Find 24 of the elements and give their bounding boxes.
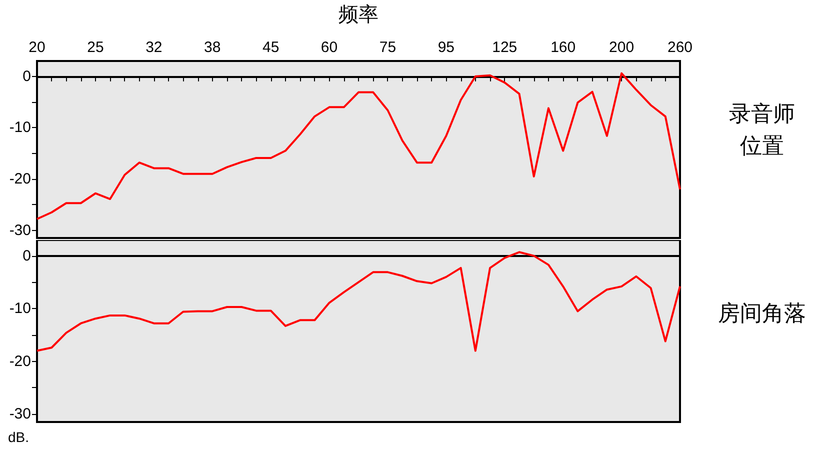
series-label: 房间角落: [718, 300, 806, 326]
y-tick-label: -30: [9, 406, 31, 423]
y-tick-label: -10: [9, 119, 31, 136]
text: dB.: [8, 429, 30, 445]
x-tick-label: 125: [492, 39, 518, 56]
x-tick-label: 20: [28, 39, 46, 56]
x-tick-label: 60: [320, 39, 338, 56]
y-tick-label: 0: [22, 68, 31, 85]
x-axis-title: 频率: [338, 4, 378, 26]
x-tick-label: 260: [667, 39, 693, 56]
x-tick-label: 32: [146, 39, 162, 56]
x-tick-label: 38: [204, 39, 221, 56]
x-tick-label: 45: [262, 39, 280, 56]
y-tick-label: -30: [9, 222, 31, 239]
x-tick-label: 95: [438, 39, 455, 56]
y-tick-label: -20: [9, 352, 31, 370]
x-tick-label: 200: [609, 39, 634, 56]
y-tick-label: -10: [9, 300, 31, 318]
x-tick-label: 75: [379, 39, 396, 56]
x-tick-label: 160: [550, 39, 576, 56]
text: 录音师位置: [729, 100, 795, 158]
x-tick-label: 25: [87, 39, 104, 56]
y-tick-label: -20: [9, 170, 31, 188]
y-tick-label: 0: [22, 247, 31, 264]
